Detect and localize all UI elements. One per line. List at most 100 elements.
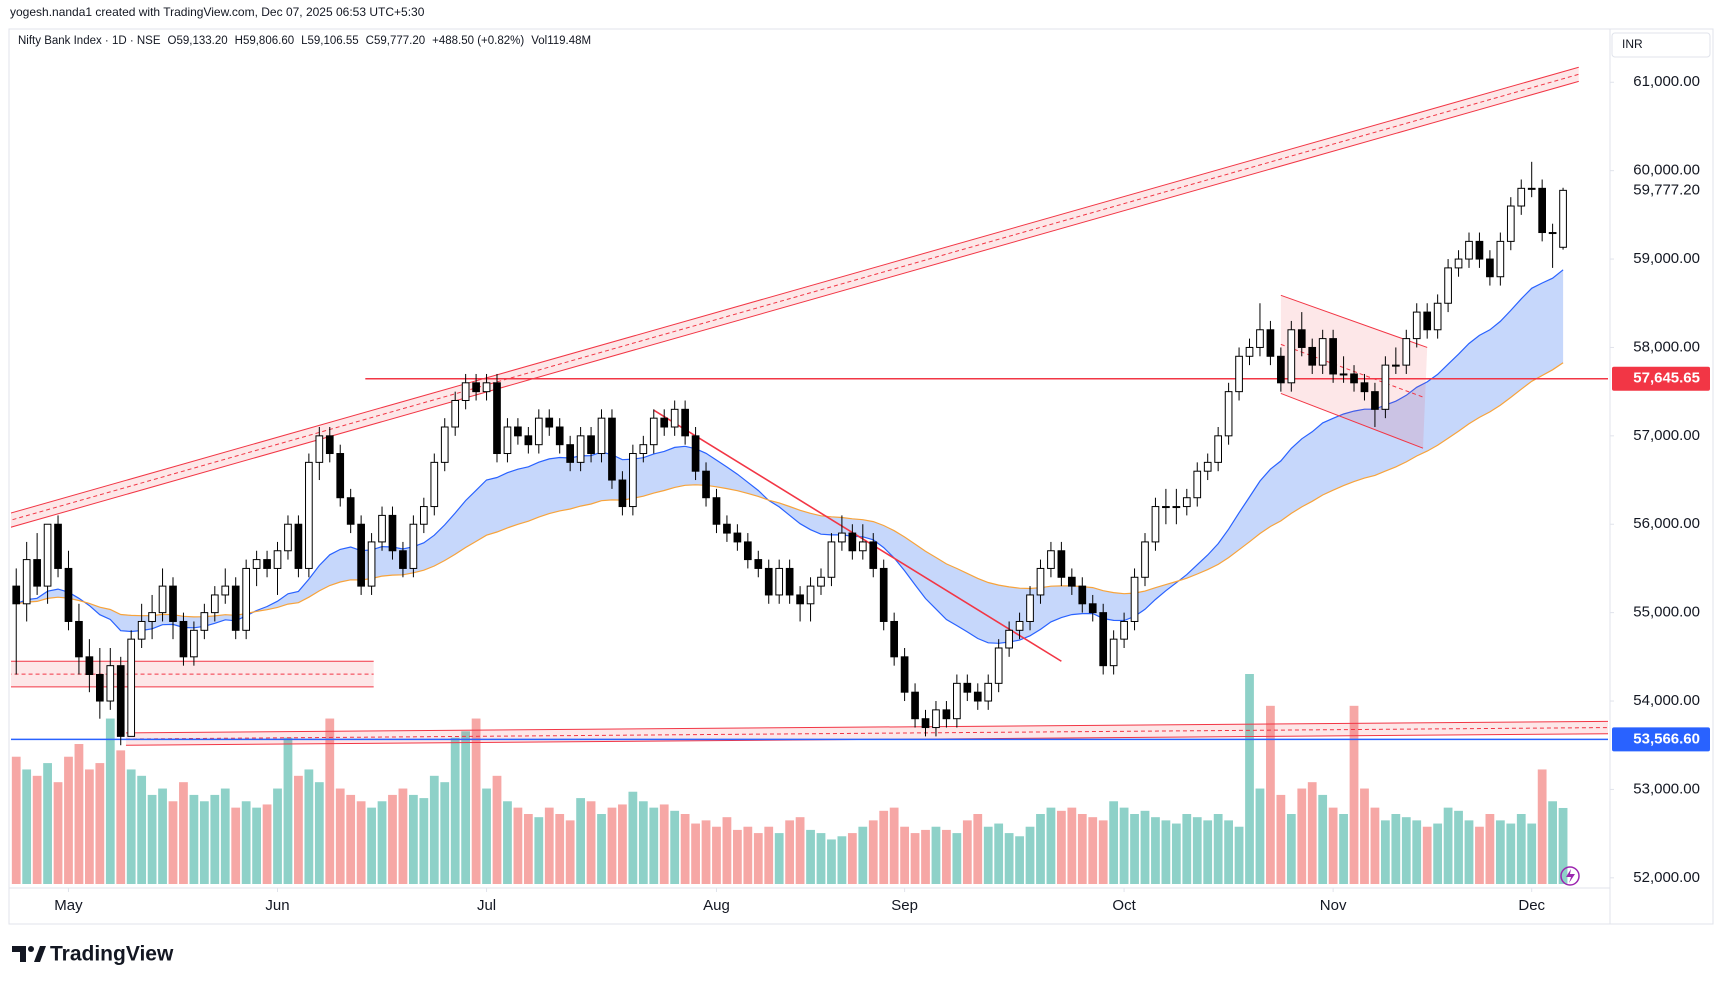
volume-bar <box>1328 807 1338 884</box>
volume-bar <box>22 769 32 884</box>
volume-bar <box>785 820 795 884</box>
volume-bar <box>1036 814 1045 884</box>
candle-body <box>472 382 480 393</box>
volume-bar <box>1224 820 1233 884</box>
volume-bar <box>994 823 1004 884</box>
candle-body <box>911 691 919 720</box>
candle-body <box>1559 189 1567 248</box>
candle-body <box>1088 603 1097 614</box>
last-price-label: 59,777.20 <box>1633 181 1700 198</box>
candle-body <box>242 567 251 631</box>
volume-bar <box>1537 769 1547 884</box>
candle-body <box>1496 240 1505 278</box>
volume-bar <box>283 737 293 884</box>
candle-body <box>388 514 397 552</box>
alert-icon[interactable] <box>1560 866 1580 886</box>
volume-bar <box>199 801 209 884</box>
candle-body <box>54 523 62 569</box>
volume-bar <box>482 788 491 884</box>
candle-body <box>1433 302 1442 331</box>
candle-body <box>1538 187 1546 234</box>
symbol[interactable]: Nifty Bank Index · 1D · NSE <box>18 35 161 47</box>
volume-bar <box>314 782 324 884</box>
ma-slow <box>16 362 1564 618</box>
price-line-label: 53,566.60 <box>1633 730 1700 747</box>
candle-body <box>869 541 878 569</box>
volume-bar <box>649 807 659 884</box>
last-price-tag <box>1612 180 1710 201</box>
candle-body <box>1287 329 1296 384</box>
low: L59,106.55 <box>301 35 359 47</box>
candle-body <box>1506 205 1515 242</box>
volume-bar <box>262 804 272 884</box>
candle-body <box>1318 338 1327 366</box>
price-axis: 52,000.00 53,000.00 54,000.00 55,000.00 56,0… <box>1610 73 1710 886</box>
volume-bar <box>367 807 376 884</box>
candle-body <box>796 594 804 605</box>
volume-bar <box>1140 810 1150 884</box>
volume-bar <box>84 769 94 884</box>
volume-bar <box>858 826 868 884</box>
volume-bar <box>1255 788 1265 884</box>
volume-bar <box>53 782 63 884</box>
candle-body <box>1391 364 1400 367</box>
candle-body <box>597 417 606 455</box>
candle-body <box>775 567 784 596</box>
volume-bar <box>868 820 878 884</box>
price-line-tag <box>1612 366 1710 391</box>
y-tick-label: 52,000.00 <box>1633 869 1700 886</box>
volume-bar <box>659 804 669 884</box>
close: C59,777.20 <box>365 35 426 47</box>
volume-bar <box>691 823 700 884</box>
candle-body <box>116 665 125 737</box>
volume-bar <box>1098 820 1108 884</box>
x-tick-label: Sep <box>891 897 918 914</box>
currency-box[interactable] <box>1611 32 1711 58</box>
volume-bar <box>1422 826 1432 884</box>
x-tick-label: Nov <box>1320 897 1347 914</box>
candle-body <box>284 523 292 552</box>
candle-body <box>148 612 156 622</box>
candle-body <box>503 426 512 455</box>
volume-bar <box>1401 817 1411 884</box>
candle-body <box>879 567 888 622</box>
candle-body <box>273 550 282 569</box>
y-tick-label: 60,000.00 <box>1633 162 1700 179</box>
volume-bar <box>983 826 993 884</box>
volume-bar <box>1109 801 1119 884</box>
volume-bar <box>1464 820 1474 884</box>
volume-bar <box>158 788 167 884</box>
volume-bar <box>743 826 753 884</box>
candle-body <box>305 461 313 569</box>
candle-body <box>1130 576 1139 622</box>
candle-body <box>1266 329 1275 357</box>
volume-bar <box>534 817 544 884</box>
x-tick-label: Oct <box>1112 897 1136 914</box>
volume-bar <box>1213 814 1223 884</box>
volume-bar <box>503 801 512 884</box>
volume-bar <box>116 750 126 884</box>
volume-bar <box>1380 820 1390 884</box>
volume-bar <box>1339 814 1348 884</box>
candle-body <box>576 435 585 463</box>
candle-body <box>1224 391 1233 437</box>
volume-bar <box>356 801 366 884</box>
candle-body <box>336 453 345 499</box>
candle-body <box>1193 470 1202 499</box>
volume-bar <box>586 801 596 884</box>
alert-icon-bolt <box>1566 869 1575 883</box>
volume-bar <box>889 807 899 884</box>
candle-body <box>984 682 993 702</box>
volume-bar <box>1433 823 1443 884</box>
candle-body <box>566 444 575 463</box>
channel-lower <box>11 80 1579 528</box>
candle-body <box>890 620 899 658</box>
candle-body <box>1360 382 1369 393</box>
volume-bar <box>273 788 282 884</box>
candle-body <box>409 523 418 569</box>
candle-body <box>608 417 616 481</box>
candle-body <box>1162 506 1170 509</box>
volume-bar <box>1297 788 1307 884</box>
